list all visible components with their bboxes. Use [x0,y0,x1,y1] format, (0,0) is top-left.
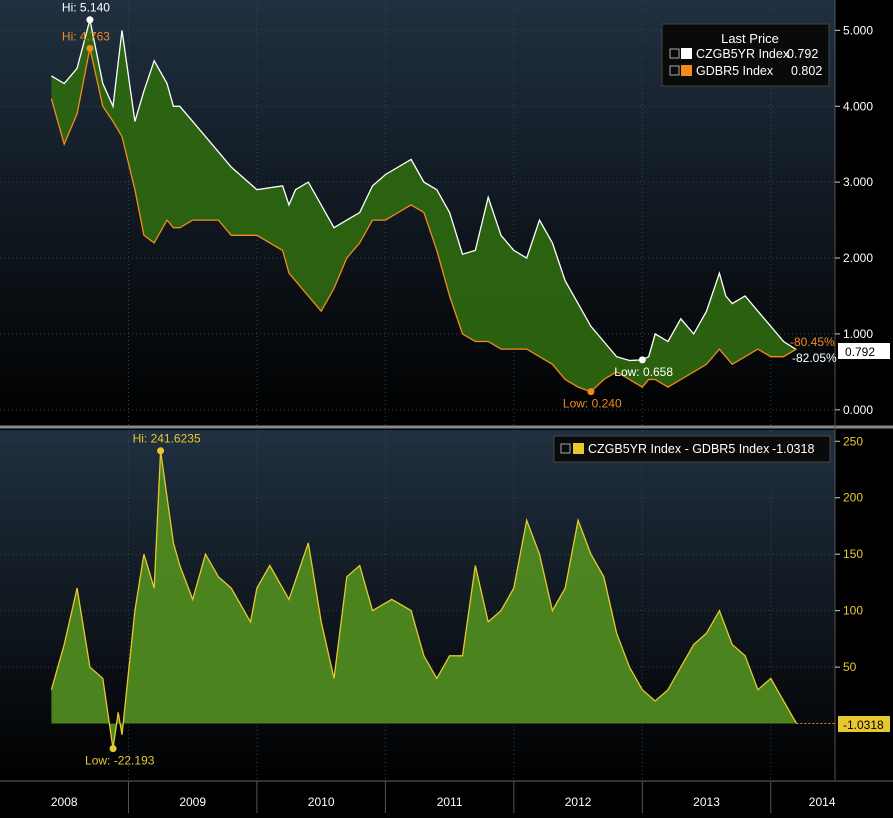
y-tick-label: 150 [843,547,863,561]
bottom-last-value-text: -1.0318 [843,718,884,732]
y-tick-label: 5.000 [843,23,873,37]
pct-label-gdbr5: -80.45% [790,335,835,349]
annotation-marker [587,388,595,396]
annotation-marker [638,356,646,364]
legend-swatch-1 [681,48,692,59]
legend-value-2: 0.802 [791,64,822,78]
annotation-marker [86,16,94,24]
annotation-label: Hi: 4.763 [62,29,110,43]
gdbr5-line [50,48,797,393]
y-tick-label: 2.000 [843,251,873,265]
x-tick-label: 2008 [51,795,78,809]
top-annotations: Hi: 5.140 Hi: 4.763 Low: 0.658 Low: 0.240 [62,1,673,411]
y-tick-label: 1.000 [843,327,873,341]
annotation-label: Hi: 241.6235 [133,432,201,446]
x-tick-label: 2013 [693,795,720,809]
y-tick-label: 250 [843,434,863,448]
legend-checkbox-1[interactable] [669,48,680,59]
legend-name-2: GDBR5 Index [696,64,774,78]
x-tick-label: 2011 [437,795,463,809]
bottom-annotations: Hi: 241.6235 Low: -22.193 [85,432,201,768]
legend-name-1: CZGB5YR Index [696,47,790,61]
top-last-value-text: 0.792 [845,345,875,359]
x-tick-label: 2014 [809,795,836,809]
y-tick-label: 4.000 [843,99,873,113]
bottom-area [50,450,835,749]
legend-swatch-3 [573,443,584,454]
annotation-label: Low: 0.658 [614,365,673,379]
y-tick-label: 200 [843,491,863,505]
y-tick-label: 0.000 [843,403,873,417]
legend-value-1: 0.792 [787,47,818,61]
x-axis: 2008 2009 2010 2011 2012 2013 2014 [0,780,893,813]
spread-fill-area [51,19,797,392]
annotation-label: Low: -22.193 [85,754,155,768]
y-tick-label: 3.000 [843,175,873,189]
annotation-marker [109,745,117,753]
x-tick-label: 2012 [565,795,592,809]
bottom-legend: CZGB5YR Index - GDBR5 Index -1.0318 [553,435,831,463]
legend-title: Last Price [721,31,779,46]
pct-label-czgb5yr: -82.05% [792,351,837,365]
czgb5yr-line [51,19,797,362]
legend-checkbox-2[interactable] [669,65,680,76]
annotation-label: Hi: 5.140 [62,1,110,15]
bottom-last-value-tag: -1.0318 [838,716,890,732]
top-legend: Last Price CZGB5YR Index 0.792 GDBR5 Ind… [661,23,830,87]
top-last-value-tag: 0.792 [838,343,890,359]
legend-swatch-2 [681,65,692,76]
x-tick-label: 2009 [179,795,206,809]
legend-checkbox-3[interactable] [560,443,571,454]
y-tick-label: 100 [843,604,863,618]
spread-area-fill [51,450,797,749]
y-tick-label: 50 [843,660,857,674]
annotation-marker [157,447,165,455]
annotation-marker [86,44,94,52]
spread-line [50,450,798,749]
bottom-y-axis: 250 200 150 100 50 [835,434,863,674]
legend-name-3: CZGB5YR Index - GDBR5 Index [588,442,770,456]
top-area [50,19,797,393]
top-y-axis: 5.000 4.000 3.000 2.000 1.000 0.000 [835,23,873,417]
bottom-panel-background [0,430,835,780]
x-tick-label: 2010 [308,795,335,809]
annotation-label: Low: 0.240 [563,397,622,411]
legend-value-3: -1.0318 [772,442,814,456]
